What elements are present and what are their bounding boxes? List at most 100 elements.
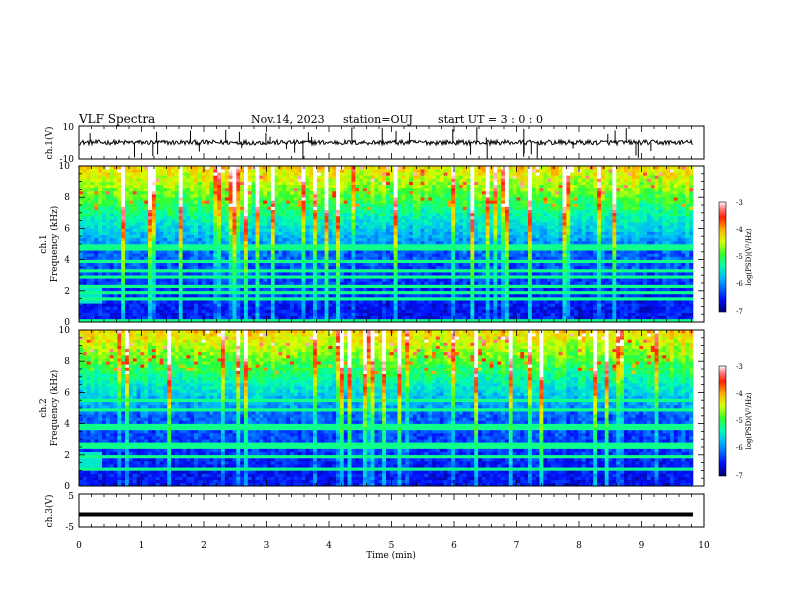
spectrogram-cell <box>114 291 118 294</box>
spectrogram-cell <box>424 219 428 222</box>
spectrogram-cell <box>382 207 386 210</box>
spectrogram-cell <box>302 310 306 313</box>
spectrogram-cell <box>121 207 125 210</box>
spectrogram-cell <box>328 275 332 278</box>
spectrogram-cell <box>186 166 190 169</box>
spectrogram-cell <box>409 241 413 244</box>
spectrogram-cell <box>83 275 87 278</box>
spectrogram-cell <box>413 297 417 300</box>
spectrogram-cell <box>302 213 306 216</box>
spectrogram-cell <box>302 263 306 266</box>
spectrogram-cell <box>202 281 206 284</box>
spectrogram-cell <box>183 294 187 297</box>
spectrogram-cell <box>444 241 448 244</box>
spectrogram-cell <box>340 210 344 213</box>
spectrogram-cell <box>286 263 290 266</box>
spectrogram-cell <box>79 216 83 219</box>
spectrogram-cell <box>259 300 263 303</box>
spectrogram-cell <box>175 222 179 225</box>
spectrogram-cell <box>348 269 352 272</box>
spectrogram-cell <box>424 238 428 241</box>
spectrogram-cell <box>413 172 417 175</box>
spectrogram-cell <box>125 256 129 259</box>
spectrogram-cell <box>348 232 352 235</box>
spectrogram-cell <box>152 188 156 191</box>
spectrogram-cell <box>309 278 313 281</box>
spectrogram-cell <box>363 197 367 200</box>
spectrogram-cell <box>405 188 409 191</box>
spectrogram-cell <box>436 281 440 284</box>
spectrogram-cell <box>217 269 221 272</box>
spectrogram-cell <box>302 222 306 225</box>
spectrogram-cell <box>121 203 125 206</box>
spectrogram-cell <box>305 288 309 291</box>
spectrogram-cell <box>348 185 352 188</box>
spectrogram-cell <box>313 219 317 222</box>
spectrogram-cell <box>325 203 329 206</box>
spectrogram-cell <box>106 169 110 172</box>
spectrogram-cell <box>382 256 386 259</box>
spectrogram-cell <box>390 247 394 250</box>
spectrogram-cell <box>121 313 125 316</box>
spectrogram-cell <box>233 256 237 259</box>
spectrogram-cell <box>351 260 355 263</box>
spectrogram-cell <box>286 194 290 197</box>
spectrogram-cell <box>209 213 213 216</box>
spectrogram-cell <box>405 250 409 253</box>
spectrogram-cell <box>156 310 160 313</box>
spectrogram-cell <box>432 260 436 263</box>
spectrogram-cell <box>440 300 444 303</box>
spectrogram-cell <box>110 294 114 297</box>
spectrogram-cell <box>244 266 248 269</box>
spectrogram-cell <box>259 306 263 309</box>
spectrogram-cell <box>405 228 409 231</box>
spectrogram-cell <box>83 178 87 181</box>
spectrogram-cell <box>382 303 386 306</box>
spectrogram-cell <box>198 250 202 253</box>
spectrogram-cell <box>94 191 98 194</box>
spectrogram-cell <box>290 169 294 172</box>
spectrogram-cell <box>133 222 137 225</box>
spectrogram-cell <box>325 225 329 228</box>
spectrogram-cell <box>267 182 271 185</box>
spectrogram-cell <box>386 278 390 281</box>
spectrogram-cell <box>233 291 237 294</box>
spectrogram-cell <box>102 219 106 222</box>
spectrogram-cell <box>275 166 279 169</box>
spectrogram-cell <box>294 235 298 238</box>
spectrogram-cell <box>259 194 263 197</box>
spectrogram-cell <box>378 210 382 213</box>
spectrogram-cell <box>271 310 275 313</box>
spectrogram-cell <box>129 207 133 210</box>
spectrogram-cell <box>447 272 451 275</box>
spectrogram-cell <box>309 172 313 175</box>
spectrogram-cell <box>217 235 221 238</box>
spectrogram-cell <box>290 247 294 250</box>
spectrogram-cell <box>424 256 428 259</box>
spectrogram-cell <box>417 303 421 306</box>
spectrogram-cell <box>198 300 202 303</box>
spectrogram-cell <box>167 313 171 316</box>
spectrogram-cell <box>317 197 321 200</box>
spectrogram-cell <box>233 306 237 309</box>
spectrogram-cell <box>444 291 448 294</box>
spectrogram-cell <box>279 172 283 175</box>
spectrogram-cell <box>421 188 425 191</box>
spectrogram-cell <box>359 256 363 259</box>
spectrogram-cell <box>359 269 363 272</box>
spectrogram-cell <box>91 269 95 272</box>
spectrogram-cell <box>148 210 152 213</box>
spectrogram-cell <box>248 260 252 263</box>
spectrogram-cell <box>186 235 190 238</box>
spectrogram-cell <box>447 250 451 253</box>
spectrogram-cell <box>279 281 283 284</box>
spectrogram-cell <box>417 210 421 213</box>
spectrogram-cell <box>160 313 164 316</box>
spectrogram-cell <box>282 216 286 219</box>
spectrogram-cell <box>444 188 448 191</box>
spectrogram-cell <box>382 247 386 250</box>
spectrogram-cell <box>140 272 144 275</box>
spectrogram-cell <box>328 185 332 188</box>
spectrogram-cell <box>290 203 294 206</box>
spectrogram-cell <box>336 210 340 213</box>
